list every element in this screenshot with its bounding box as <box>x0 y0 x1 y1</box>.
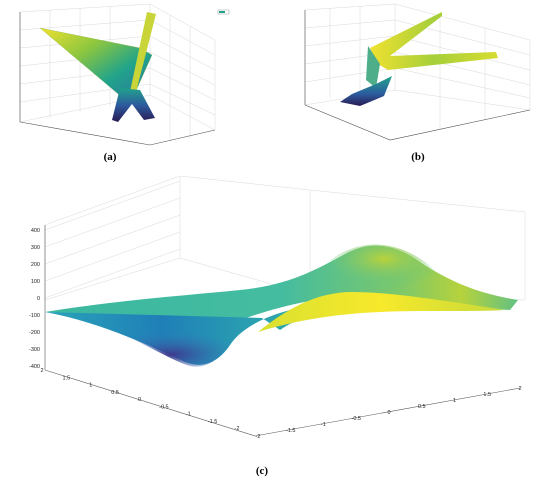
z-tick-label: -400 <box>29 364 40 370</box>
caption-c: (c) <box>256 465 269 477</box>
panel-c-axes <box>44 225 521 437</box>
y-tick-label: 2 <box>40 368 43 374</box>
panel-c-surface-yellow <box>258 292 505 332</box>
y-tick-label: -2 <box>235 426 240 432</box>
y-tick-label: 0.5 <box>111 390 119 396</box>
panel-a-surface <box>39 12 156 122</box>
x-tick-label: 1.5 <box>483 392 491 398</box>
y-tick-label: -0.5 <box>159 404 168 410</box>
x-tick-label: -1.5 <box>286 428 295 434</box>
panel-b-axes <box>304 10 531 141</box>
panel-a: (a) <box>19 3 230 163</box>
panel-c-surface-valley <box>110 326 232 367</box>
x-tick-label: -1 <box>321 422 326 428</box>
y-tick-label: -1.5 <box>208 419 217 425</box>
x-tick-label: 1 <box>453 398 456 404</box>
caption-a: (a) <box>104 151 117 163</box>
y-tick-label: 1 <box>89 383 92 389</box>
panel-c-zticks: 400 300 200 100 0 -100 -200 -300 -400 <box>29 228 40 370</box>
x-tick-label: 2 <box>518 386 521 392</box>
panel-b-surface-upper <box>370 12 498 70</box>
z-tick-label: -100 <box>29 313 40 319</box>
panel-a-legend-swatch <box>219 11 225 13</box>
panel-a-legend <box>217 9 230 15</box>
z-tick-label: 300 <box>31 245 40 251</box>
caption-b: (b) <box>411 151 425 163</box>
z-tick-label: -200 <box>29 330 40 336</box>
y-tick-label: -1 <box>186 412 191 418</box>
y-tick-label: 0 <box>138 397 141 403</box>
panel-a-axes <box>19 12 216 146</box>
panel-a-surface-lower <box>112 88 155 122</box>
panel-c-surface <box>45 244 518 367</box>
panel-b-surface-fold <box>366 46 380 88</box>
panel-b-surface <box>340 12 498 106</box>
x-tick-label: -2 <box>256 434 261 440</box>
x-tick-label: 0 <box>387 410 390 416</box>
y-tick-label: 1.5 <box>63 375 71 381</box>
x-tick-label: 0.5 <box>418 404 426 410</box>
panel-c-surface-peak <box>330 244 439 293</box>
panel-b-surface-lower <box>340 76 392 106</box>
panel-c-xticks: -2 -1.5 -1 -0.5 0 0.5 1 1.5 2 <box>256 386 522 440</box>
z-tick-label: 400 <box>31 228 40 234</box>
panel-a-surface-spike <box>128 12 156 101</box>
x-tick-label: -0.5 <box>352 416 361 422</box>
panel-b: (b) <box>304 3 531 163</box>
panel-a-surface-upper <box>39 27 153 105</box>
z-tick-label: -300 <box>29 347 40 353</box>
z-tick-label: 100 <box>31 279 40 285</box>
z-tick-label: 200 <box>31 262 40 268</box>
panel-c-yticks: 2 1.5 1 0.5 0 -0.5 -1 -1.5 -2 <box>40 368 239 432</box>
z-tick-label: 0 <box>37 296 40 302</box>
